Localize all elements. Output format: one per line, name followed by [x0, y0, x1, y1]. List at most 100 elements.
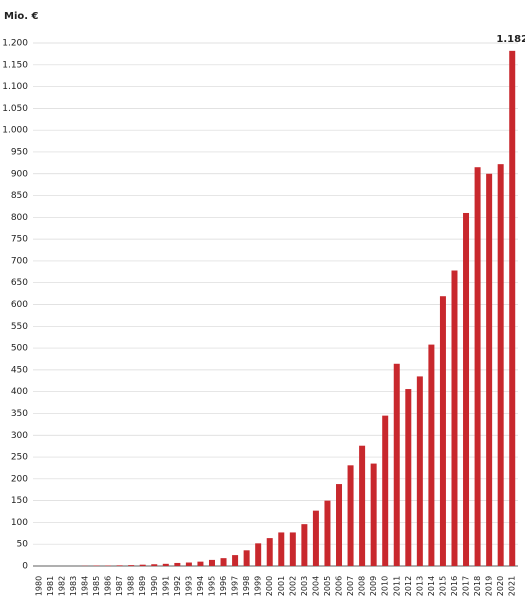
bar — [116, 565, 123, 566]
bar — [289, 532, 296, 566]
x-tick-label: 2012 — [404, 576, 413, 596]
bar — [232, 555, 239, 566]
x-tick-label: 1993 — [184, 576, 193, 596]
bar — [185, 562, 192, 566]
bar — [347, 465, 354, 566]
y-tick-label: 150 — [11, 496, 28, 506]
y-tick-label: 1.000 — [2, 126, 28, 136]
x-tick-label: 1999 — [254, 576, 263, 596]
x-tick-label: 1996 — [219, 576, 228, 596]
bar — [497, 164, 504, 566]
y-tick-label: 950 — [11, 147, 28, 157]
y-tick-label: 400 — [11, 387, 28, 397]
bar — [451, 270, 458, 566]
y-tick-label: 850 — [11, 191, 28, 201]
x-tick-label: 1995 — [207, 576, 216, 596]
x-tick-label: 2005 — [323, 576, 332, 596]
y-tick-label: 1.200 — [2, 39, 28, 49]
x-tick-label: 2006 — [335, 576, 344, 596]
x-tick-label: 2018 — [473, 576, 482, 596]
x-tick-label: 1988 — [127, 576, 136, 596]
x-tick-label: 2000 — [265, 576, 274, 596]
y-tick-label: 0 — [22, 562, 28, 572]
bar — [336, 484, 343, 566]
x-tick-label: 1990 — [150, 576, 159, 596]
y-tick-label: 700 — [11, 256, 28, 266]
y-tick-label: 550 — [11, 322, 28, 332]
bar — [208, 559, 215, 566]
x-tick-label: 2011 — [392, 576, 401, 596]
x-tick-label: 2014 — [427, 576, 436, 596]
bar — [151, 564, 158, 566]
y-tick-label: 100 — [11, 518, 28, 528]
y-tick-label: 50 — [17, 540, 29, 550]
bar — [439, 296, 446, 566]
x-tick-label: 2019 — [485, 576, 494, 596]
x-tick-label: 1981 — [46, 576, 55, 596]
bar — [278, 532, 285, 566]
y-tick-label: 1.150 — [2, 60, 28, 70]
bar — [220, 558, 227, 566]
bar — [139, 564, 146, 566]
y-tick-label: 200 — [11, 474, 28, 484]
x-tick-label: 1983 — [69, 576, 78, 596]
x-tick-label: 2002 — [288, 576, 297, 596]
x-tick-label: 2013 — [415, 576, 424, 596]
bar — [128, 565, 135, 566]
x-tick-label: 2007 — [346, 576, 355, 596]
x-tick-label: 1994 — [196, 576, 205, 596]
y-tick-label: 600 — [11, 300, 28, 310]
x-tick-label: 2016 — [450, 576, 459, 596]
bar — [370, 463, 377, 566]
y-tick-label: 650 — [11, 278, 28, 288]
x-tick-label: 1989 — [138, 576, 147, 596]
bar — [486, 173, 493, 566]
y-axis-label: Mio. € — [4, 11, 39, 22]
y-tick-label: 1.100 — [2, 82, 28, 92]
bar — [382, 415, 389, 566]
x-tick-label: 1980 — [34, 576, 43, 596]
x-tick-label: 2003 — [300, 576, 309, 596]
value-label: 1.182 — [496, 34, 525, 45]
x-tick-label: 1987 — [115, 576, 124, 596]
bar — [359, 445, 366, 566]
bar — [474, 167, 481, 566]
bar — [428, 344, 435, 566]
y-tick-label: 250 — [11, 453, 28, 463]
y-tick-label: 450 — [11, 365, 28, 375]
bar — [162, 563, 169, 566]
x-tick-label: 1984 — [80, 576, 89, 596]
x-tick-label: 1985 — [92, 576, 101, 596]
x-tick-label: 1986 — [104, 576, 113, 596]
x-tick-label: 2008 — [358, 576, 367, 596]
bar — [405, 389, 412, 566]
bar — [393, 363, 400, 566]
x-tick-label: 2021 — [508, 576, 517, 596]
y-tick-label: 300 — [11, 431, 28, 441]
bar — [243, 550, 250, 566]
bar — [266, 538, 273, 566]
y-tick-label: 900 — [11, 169, 28, 179]
x-tick-label: 2015 — [438, 576, 447, 596]
y-tick-label: 350 — [11, 409, 28, 419]
x-tick-label: 1992 — [173, 576, 182, 596]
y-tick-label: 1.050 — [2, 104, 28, 114]
x-tick-label: 2020 — [496, 576, 505, 596]
bar — [324, 500, 331, 566]
bar — [416, 376, 423, 566]
bar — [255, 543, 262, 566]
x-tick-label: 1997 — [231, 576, 240, 596]
bar — [463, 212, 470, 566]
bar — [174, 562, 181, 566]
bar — [197, 561, 204, 566]
bar — [312, 510, 319, 566]
x-tick-label: 2017 — [462, 576, 471, 596]
x-tick-label: 1998 — [242, 576, 251, 596]
x-tick-label: 2010 — [381, 576, 390, 596]
bar — [301, 524, 308, 566]
y-tick-label: 500 — [11, 344, 28, 354]
y-tick-label: 750 — [11, 235, 28, 245]
y-tick-label: 800 — [11, 213, 28, 223]
x-tick-label: 1991 — [161, 576, 170, 596]
